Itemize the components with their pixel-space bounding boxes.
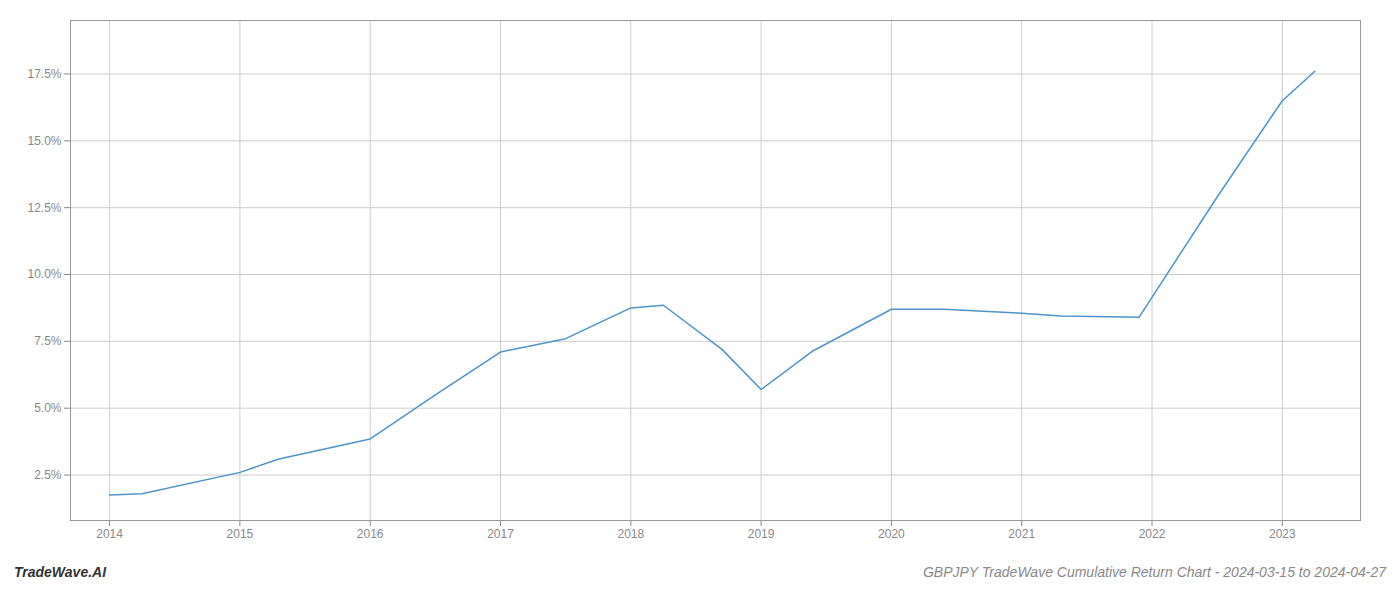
svg-text:2015: 2015 bbox=[227, 527, 254, 541]
html-text:TradeWave.AI: TradeWave.AI bbox=[14, 564, 107, 580]
svg-text:15.0%: 15.0% bbox=[27, 134, 61, 148]
svg-text:2019: 2019 bbox=[748, 527, 775, 541]
svg-text:10.0%: 10.0% bbox=[27, 267, 61, 281]
svg-text:5.0%: 5.0% bbox=[34, 401, 62, 415]
svg-text:12.5%: 12.5% bbox=[27, 201, 61, 215]
svg-text:2018: 2018 bbox=[617, 527, 644, 541]
svg-text:2014: 2014 bbox=[96, 527, 123, 541]
svg-text:17.5%: 17.5% bbox=[27, 67, 61, 81]
svg-text:2017: 2017 bbox=[487, 527, 514, 541]
svg-text:2022: 2022 bbox=[1139, 527, 1166, 541]
svg-text:2020: 2020 bbox=[878, 527, 905, 541]
svg-text:2016: 2016 bbox=[357, 527, 384, 541]
html-text:GBPJPY TradeWave Cumulative Re: GBPJPY TradeWave Cumulative Return Chart… bbox=[923, 564, 1386, 580]
svg-text:2021: 2021 bbox=[1008, 527, 1035, 541]
svg-text:2.5%: 2.5% bbox=[34, 468, 62, 482]
svg-text:7.5%: 7.5% bbox=[34, 334, 62, 348]
svg-text:2023: 2023 bbox=[1269, 527, 1296, 541]
